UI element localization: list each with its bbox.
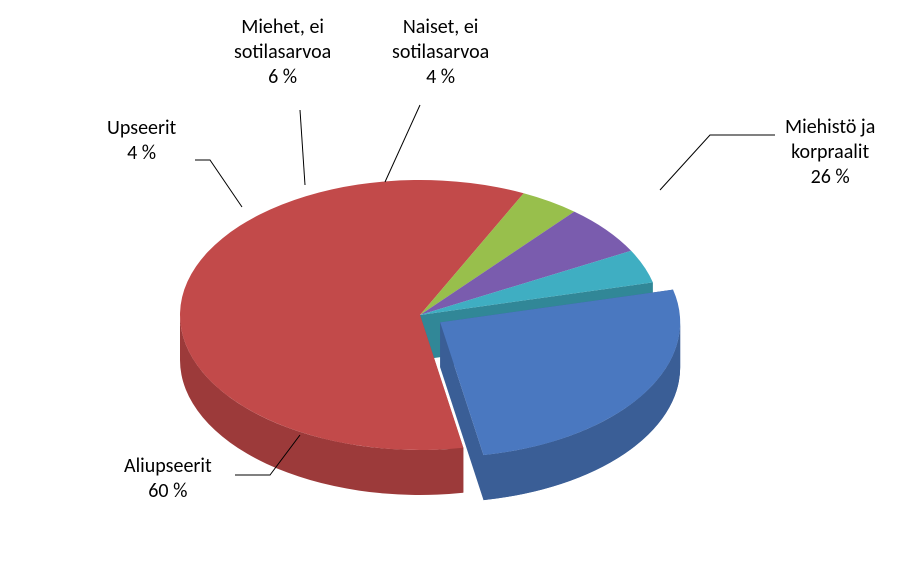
slice-label-naiset_ei: Naiset, ei sotilasarvoa4 %	[392, 15, 489, 90]
leader-upseerit	[195, 160, 242, 207]
leader-naiset_ei	[385, 105, 420, 182]
slice-label-percent: 4 %	[107, 141, 176, 166]
slice-label-upseerit: Upseerit4 %	[107, 116, 176, 166]
pie-chart-3d: Miehistö ja korpraalit26 % Aliupseerit60 …	[0, 0, 923, 570]
slice-label-percent: 4 %	[392, 65, 489, 90]
slice-label-name: Miehet, ei sotilasarvoa	[234, 15, 331, 65]
slice-label-percent: 6 %	[234, 65, 331, 90]
slice-label-name: Upseerit	[107, 116, 176, 141]
slice-label-name: Naiset, ei sotilasarvoa	[392, 15, 489, 65]
slice-label-percent: 26 %	[785, 165, 875, 190]
slice-label-miehisto: Miehistö ja korpraalit26 %	[785, 115, 875, 190]
slice-label-aliupseerit: Aliupseerit60 %	[124, 454, 212, 504]
slice-label-miehet_ei: Miehet, ei sotilasarvoa6 %	[234, 15, 331, 90]
slice-label-name: Miehistö ja korpraalit	[785, 115, 875, 165]
slice-label-percent: 60 %	[124, 479, 212, 504]
slice-label-name: Aliupseerit	[124, 454, 212, 479]
leader-miehet_ei	[300, 110, 305, 185]
leader-miehisto	[660, 135, 775, 190]
